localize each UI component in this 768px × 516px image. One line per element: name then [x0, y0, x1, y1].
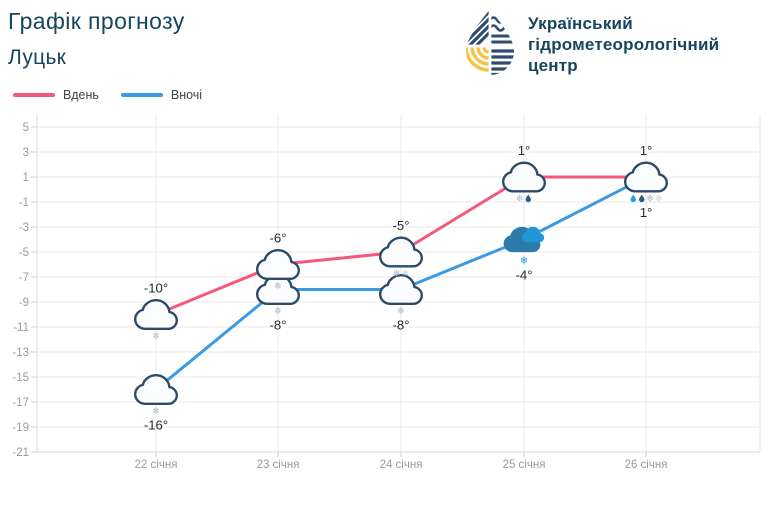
forecast-chart: 5 3 1 -1 -3 -5 -7 -9 -11 -13 -15 -17 -19 -21 22 січня 2… — [12, 115, 761, 471]
logo-text-line3: центр — [528, 56, 578, 75]
snowflake-icon: ❄ — [401, 269, 409, 280]
temperature-label: -10° — [144, 281, 168, 296]
temperature-label: -5° — [393, 218, 410, 233]
cloud-icon — [256, 249, 300, 280]
svg-text:-11: -11 — [13, 322, 29, 334]
chart-legend: Вдень Вночі — [13, 88, 202, 102]
legend-item-night[interactable]: Вночі — [120, 88, 203, 102]
legend-item-day[interactable]: Вдень — [13, 88, 99, 102]
snowflake-icon: ❄ — [516, 194, 524, 205]
svg-text:5: 5 — [23, 122, 29, 134]
night-series-swatch — [120, 93, 163, 97]
svg-text:-1: -1 — [19, 197, 29, 209]
svg-text:-17: -17 — [12, 397, 29, 409]
snowflake-icon: ❄ — [393, 269, 401, 280]
cloud-icon — [624, 161, 668, 193]
svg-text:-15: -15 — [12, 372, 29, 384]
snowflake-icon: ❄ — [397, 306, 405, 317]
svg-text:22 січня: 22 січня — [135, 459, 178, 471]
temperature-label: -8° — [270, 318, 287, 333]
svg-text:26 січня: 26 січня — [625, 459, 668, 471]
cloud-icon — [379, 236, 423, 268]
snowflake-icon: ❄ — [152, 406, 160, 417]
logo-text: Український гідрометеорологічний центр — [528, 8, 719, 76]
snowflake-icon: ❄ — [274, 306, 282, 317]
svg-text:-3: -3 — [19, 222, 29, 234]
cloud-icon — [379, 274, 423, 305]
svg-text:-9: -9 — [19, 297, 29, 309]
night-series-points: ❄❄ ❄❄ — [134, 226, 545, 417]
temperature-labels: -10° -6° -5° 1° 1° -16° -8° -8° -4° 1° — [144, 143, 652, 433]
svg-text:-5: -5 — [19, 247, 29, 259]
logo-text-line1: Український — [528, 14, 633, 33]
svg-text:24 січня: 24 січня — [380, 459, 423, 471]
temperature-label: 1° — [518, 143, 531, 158]
raindrop-icon — [525, 194, 531, 203]
snowflake-icon: ❄ — [520, 255, 529, 267]
cloud-icon — [134, 299, 178, 330]
ugmc-logo: Український гідрометеорологічний центр — [462, 8, 762, 76]
snowflake-icon: ❄ — [274, 281, 282, 292]
cloud-icon — [134, 374, 178, 405]
raindrop-icon — [639, 194, 645, 203]
svg-text:25 січня: 25 січня — [503, 459, 546, 471]
temperature-label: -8° — [393, 318, 410, 333]
day-series-label: Вдень — [63, 88, 99, 102]
logo-text-line2: гідрометеорологічний — [528, 35, 720, 54]
cloud-icon — [502, 161, 546, 193]
snowflake-icon: ❄ — [655, 194, 663, 205]
svg-text:-19: -19 — [12, 422, 29, 434]
temperature-label: -6° — [270, 231, 287, 246]
day-series-points: ❄❄❄ ❄❄ ❄ ❄ — [134, 161, 668, 342]
svg-text:3: 3 — [23, 147, 29, 159]
temperature-label: -4° — [516, 268, 533, 283]
svg-text:-13: -13 — [12, 347, 29, 359]
city-name: Луцьк — [8, 46, 67, 69]
temperature-label: 1° — [640, 143, 653, 158]
svg-text:23 січня: 23 січня — [257, 459, 300, 471]
svg-text:1: 1 — [23, 172, 29, 184]
snowflake-icon: ❄ — [152, 331, 160, 342]
svg-text:-21: -21 — [12, 447, 29, 459]
snowflake-icon: ❄ — [646, 194, 654, 205]
night-series-label: Вночі — [170, 88, 203, 102]
svg-text:-7: -7 — [19, 272, 29, 284]
page-title: Графік прогнозу — [8, 8, 185, 34]
temperature-label: 1° — [640, 205, 653, 220]
snow-cloud-icon — [521, 226, 545, 243]
day-series-swatch — [13, 93, 55, 97]
temperature-label: -16° — [144, 418, 168, 433]
drop-logo-icon — [466, 9, 514, 75]
raindrop-icon — [630, 194, 636, 203]
